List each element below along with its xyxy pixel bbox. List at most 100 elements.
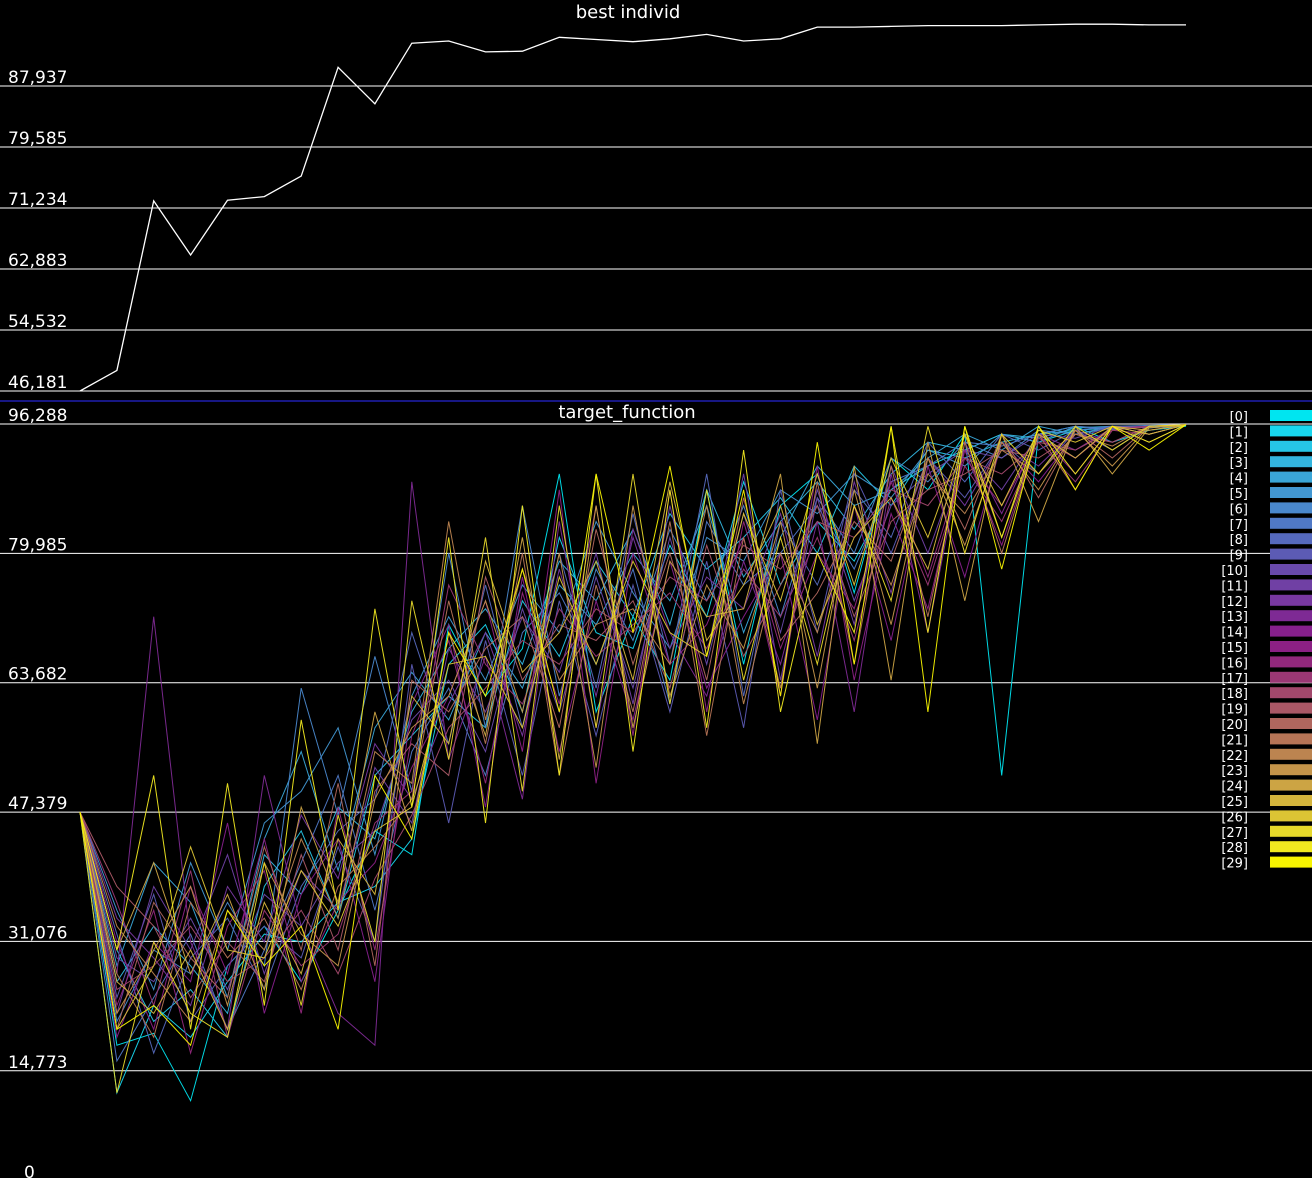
- series-line-29: [79, 424, 1187, 1047]
- legend-label: [10]: [1221, 564, 1248, 579]
- legend-label: [29]: [1221, 857, 1248, 872]
- y-tick-label: 87,937: [8, 68, 67, 88]
- legend-swatch: [1270, 410, 1312, 421]
- series-line-8: [79, 424, 1187, 1055]
- y-tick-label: 31,076: [8, 923, 67, 943]
- legend-label: [22]: [1221, 749, 1248, 764]
- legend-swatch: [1270, 687, 1312, 699]
- legend-label: [16]: [1221, 656, 1248, 671]
- legend-swatch: [1270, 702, 1312, 714]
- legend-label: [19]: [1221, 703, 1248, 718]
- legend-swatch: [1270, 795, 1312, 806]
- y-tick-label: 79,585: [8, 129, 67, 149]
- legend-swatch: [1270, 456, 1312, 468]
- y-tick-label: 54,532: [8, 312, 67, 332]
- legend-label: [12]: [1221, 595, 1248, 610]
- best-individ-panel: best individ 46,181 54,532 62,883 71,234 79,…: [0, 2, 1312, 393]
- legend-swatch: [1270, 625, 1312, 637]
- series-line-26: [79, 424, 1187, 1031]
- target-function-title: target_function: [558, 402, 695, 423]
- legend-swatch: [1270, 610, 1312, 622]
- legend-swatch: [1270, 733, 1312, 745]
- legend-label: [26]: [1221, 810, 1248, 825]
- legend-label: [8]: [1230, 533, 1248, 548]
- legend-label: [13]: [1221, 610, 1248, 625]
- legend-swatch: [1270, 841, 1312, 853]
- legend-swatch: [1270, 718, 1312, 729]
- series-line-21: [79, 424, 1187, 1039]
- target-function-series: [79, 424, 1187, 1103]
- legend-swatch: [1270, 856, 1312, 868]
- series-line-17: [79, 424, 1187, 1038]
- legend-label: [28]: [1221, 841, 1248, 856]
- legend-swatch: [1270, 779, 1312, 791]
- legend-label: [5]: [1230, 487, 1248, 502]
- y-tick-label: 0: [24, 1163, 35, 1178]
- legend-swatch: [1270, 517, 1312, 529]
- legend-swatch: [1270, 825, 1312, 837]
- legend-swatch: [1270, 564, 1312, 575]
- series-line-15: [79, 424, 1187, 1031]
- series-line-27: [79, 424, 1187, 1093]
- legend-label: [17]: [1221, 672, 1248, 687]
- legend-swatch: [1270, 641, 1312, 652]
- legend-label: [21]: [1221, 733, 1248, 748]
- legend-swatch: [1270, 579, 1312, 591]
- legend-label: [25]: [1221, 795, 1248, 810]
- legend-swatch: [1270, 671, 1312, 683]
- legend-label: [24]: [1221, 780, 1248, 795]
- legend: [0][1][2][3][4][5][6][7][8][9][10][11][1…: [1221, 410, 1312, 872]
- legend-swatch: [1270, 533, 1312, 545]
- legend-label: [11]: [1221, 579, 1248, 594]
- legend-label: [15]: [1221, 641, 1248, 656]
- legend-label: [0]: [1230, 410, 1248, 425]
- y-tick-label: 46,181: [8, 373, 67, 393]
- legend-swatch: [1270, 656, 1312, 668]
- legend-swatch: [1270, 548, 1312, 560]
- y-tick-label: 71,234: [8, 190, 67, 210]
- legend-label: [4]: [1230, 472, 1248, 487]
- legend-swatch: [1270, 471, 1312, 483]
- legend-label: [20]: [1221, 718, 1248, 733]
- legend-swatch: [1270, 764, 1312, 776]
- series-line-10: [79, 424, 1187, 991]
- legend-label: [7]: [1230, 518, 1248, 533]
- y-tick-label: 62,883: [8, 251, 67, 271]
- best-individ-title: best individ: [576, 2, 681, 23]
- series-line-13: [79, 424, 1187, 1047]
- legend-label: [9]: [1230, 549, 1248, 564]
- legend-swatch: [1270, 487, 1312, 498]
- target-function-panel: target_function 0 14,773 31,076 47,379 63,68…: [0, 402, 1312, 1178]
- target-function-y-ticks: 0 14,773 31,076 47,379 63,682 79,985 96,288: [8, 406, 67, 1178]
- series-line-1: [79, 425, 1187, 1095]
- legend-label: [1]: [1230, 425, 1248, 440]
- y-tick-label: 96,288: [8, 406, 67, 426]
- series-line-28: [79, 424, 1187, 1030]
- series-line-22: [79, 424, 1187, 1023]
- best-individ-y-ticks: 46,181 54,532 62,883 71,234 79,585 87,937: [8, 68, 67, 393]
- y-tick-label: 79,985: [8, 535, 67, 555]
- legend-label: [14]: [1221, 626, 1248, 641]
- series-line-0: [79, 425, 1187, 1103]
- legend-label: [6]: [1230, 502, 1248, 517]
- legend-label: [18]: [1221, 687, 1248, 702]
- best-individ-gridlines: [0, 85, 1312, 392]
- legend-swatch: [1270, 502, 1312, 514]
- best-individ-line: [79, 23, 1186, 392]
- series-line-11: [79, 424, 1187, 1014]
- best-individ-series: [79, 23, 1186, 392]
- legend-label: [3]: [1230, 456, 1248, 471]
- legend-swatch: [1270, 440, 1312, 452]
- legend-swatch: [1270, 748, 1312, 760]
- legend-label: [23]: [1221, 764, 1248, 779]
- legend-label: [27]: [1221, 826, 1248, 841]
- legend-swatch: [1270, 810, 1312, 822]
- y-tick-label: 63,682: [8, 665, 67, 685]
- series-line-16: [79, 424, 1187, 1055]
- legend-label: [2]: [1230, 441, 1248, 456]
- y-tick-label: 14,773: [8, 1053, 67, 1073]
- y-tick-label: 47,379: [8, 794, 67, 814]
- legend-swatch: [1270, 425, 1312, 437]
- legend-swatch: [1270, 594, 1312, 606]
